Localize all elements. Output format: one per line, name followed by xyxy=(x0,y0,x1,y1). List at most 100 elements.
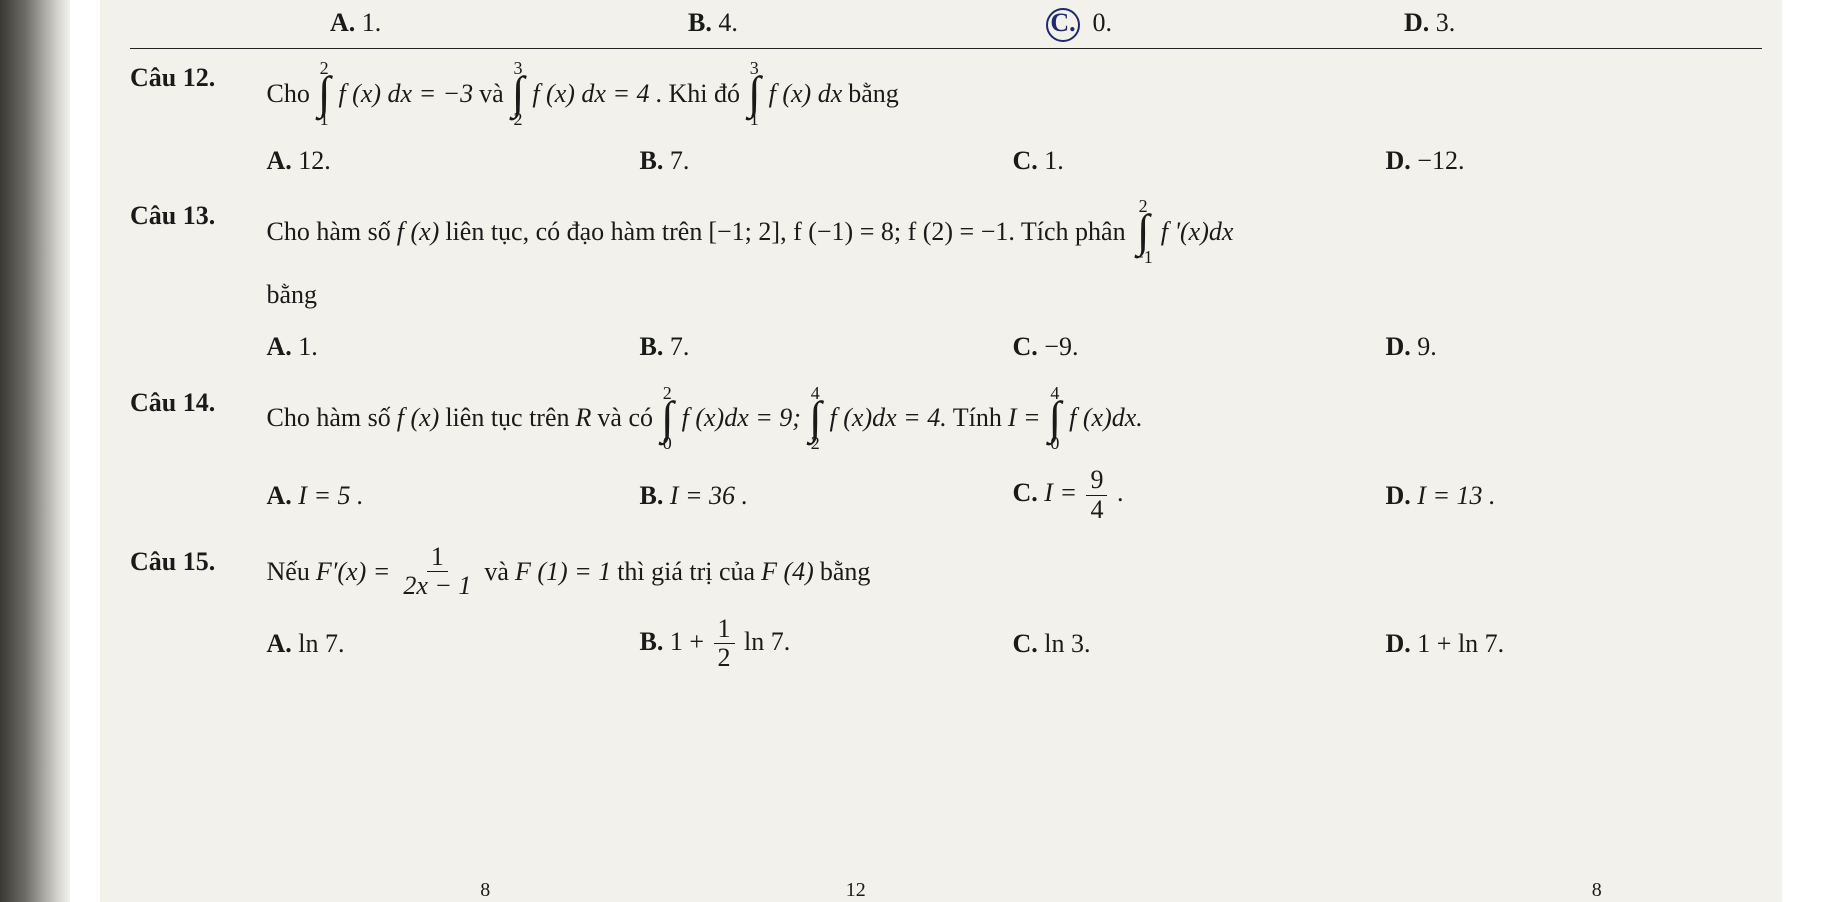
choice-letter: B. xyxy=(640,332,664,361)
integral-2: 3 ∫ 2 xyxy=(512,59,525,128)
top-choice-d: D. 3. xyxy=(1404,8,1762,42)
top-choice-c: C. 0. xyxy=(1046,8,1404,42)
paper-surface: A. 1. B. 4. C. 0. D. 3. Câu 12. Cho xyxy=(100,0,1782,902)
math-Fprime: F′(x) = xyxy=(316,553,390,591)
question-13: Câu 13. Cho hàm số f (x) liên tục, có đạ… xyxy=(130,197,1762,365)
choice-text: 7. xyxy=(670,332,690,361)
choice-text: 7. xyxy=(670,146,690,175)
choice-letter: B. xyxy=(640,481,664,510)
math-R: R xyxy=(576,399,592,437)
choice-prefix: I = xyxy=(1044,479,1077,508)
int-body: f (x)dx = 4. xyxy=(830,399,947,437)
choice-b: B. 7. xyxy=(640,328,1013,366)
choice-text: 0. xyxy=(1093,8,1113,37)
choice-b: B. 1 + 1 2 ln 7. xyxy=(640,615,1013,673)
text-line2: bằng xyxy=(267,276,1759,314)
integral-2: 4 ∫ 2 xyxy=(809,384,822,453)
question-body: Cho hàm số f (x) liên tục trên R và có 2… xyxy=(267,384,1759,525)
text: bằng xyxy=(848,75,899,113)
choice-a: A. 1. xyxy=(267,328,640,366)
int-lower: 2 xyxy=(811,434,820,452)
integral: 2 ∫ −1 xyxy=(1134,197,1153,266)
int-body: f (x) dx = 4 xyxy=(532,75,649,113)
integral-icon: ∫ xyxy=(748,75,761,112)
choice-prefix: 1 + xyxy=(670,627,704,656)
choice-d: D. −12. xyxy=(1386,142,1759,180)
frac-den: 2 xyxy=(714,644,735,673)
int-body: f (x)dx = 9; xyxy=(682,399,801,437)
int-lower: 0 xyxy=(1050,434,1059,452)
choice-a: A. I = 5 . xyxy=(267,477,640,515)
text: Cho hàm số xyxy=(267,399,391,437)
choice-c: C. ln 3. xyxy=(1013,625,1386,663)
integral-icon: ∫ xyxy=(1137,213,1150,250)
choice-text: −12. xyxy=(1417,146,1464,175)
integral-3: 3 ∫ 1 xyxy=(748,59,761,128)
text: liên tục, có đạo hàm trên xyxy=(445,213,702,251)
integral-1: 2 ∫ 0 xyxy=(661,384,674,453)
text: liên tục trên xyxy=(445,399,569,437)
frac-den: 2x − 1 xyxy=(399,572,475,601)
choices-row: A. I = 5 . B. I = 36 . C. I = 9 4 . D. I… xyxy=(267,466,1759,524)
choice-letter: C. xyxy=(1013,629,1038,658)
choice-suffix: . xyxy=(1117,479,1124,508)
int-body: f (x)dx. xyxy=(1069,399,1143,437)
choice-text: 1. xyxy=(298,332,318,361)
choice-text: ln 7. xyxy=(298,629,344,658)
integral-icon: ∫ xyxy=(318,75,331,112)
divider-line xyxy=(130,48,1762,49)
choice-letter: C. xyxy=(1013,146,1038,175)
scan-left-edge xyxy=(0,0,70,902)
question-body: Nếu F′(x) = 1 2x − 1 và F (1) = 1 thì gi… xyxy=(267,543,1759,673)
footer-num-2: 12 xyxy=(671,879,1042,902)
choice-letter: A. xyxy=(267,146,292,175)
choices-row: A. 12. B. 7. C. 1. D. −12. xyxy=(267,142,1759,180)
int-lower: 2 xyxy=(514,110,523,128)
text: Tích phân xyxy=(1021,213,1126,251)
top-choice-b: B. 4. xyxy=(688,8,1046,42)
question-12: Câu 12. Cho 2 ∫ 1 f (x) dx = −3 và 3 ∫ 2 xyxy=(130,59,1762,179)
choice-letter: A. xyxy=(267,332,292,361)
int-lower: 1 xyxy=(320,110,329,128)
int-lower: 0 xyxy=(663,434,672,452)
text: Tính xyxy=(953,399,1002,437)
question-label: Câu 13. xyxy=(130,197,260,235)
choice-letter: D. xyxy=(1386,146,1411,175)
math-fx: f (x) xyxy=(397,399,440,437)
choice-text: I = 36 . xyxy=(670,481,748,510)
choice-text: 4. xyxy=(718,8,738,37)
text: thì giá trị của xyxy=(617,553,755,591)
integral-icon: ∫ xyxy=(512,75,525,112)
choice-letter: B. xyxy=(640,146,664,175)
question-14: Câu 14. Cho hàm số f (x) liên tục trên R… xyxy=(130,384,1762,525)
math-fx: f (x) xyxy=(397,213,440,251)
page-root: A. 1. B. 4. C. 0. D. 3. Câu 12. Cho xyxy=(0,0,1822,902)
choice-letter: A. xyxy=(267,481,292,510)
integral-icon: ∫ xyxy=(809,400,822,437)
choice-b: B. 7. xyxy=(640,142,1013,180)
math-cond: F (1) = 1 xyxy=(515,553,611,591)
text: Cho xyxy=(267,75,310,113)
question-body: Cho 2 ∫ 1 f (x) dx = −3 và 3 ∫ 2 f (x) d… xyxy=(267,59,1759,179)
int-body: f '(x)dx xyxy=(1161,213,1234,251)
choices-row: A. 1. B. 7. C. −9. D. 9. xyxy=(267,328,1759,366)
text: Cho hàm số xyxy=(267,213,391,251)
math-interval: [−1; 2], f (−1) = 8; f (2) = −1. xyxy=(708,213,1015,251)
choice-suffix: ln 7. xyxy=(744,627,790,656)
choice-text: ln 3. xyxy=(1044,629,1090,658)
integral-icon: ∫ xyxy=(661,400,674,437)
choice-letter: D. xyxy=(1404,8,1429,37)
text: Nếu xyxy=(267,553,310,591)
math-F4: F (4) xyxy=(761,553,814,591)
frac-num: 9 xyxy=(1086,466,1107,496)
choice-d: D. 9. xyxy=(1386,328,1759,366)
choice-c: C. I = 9 4 . xyxy=(1013,466,1386,524)
choice-b: B. I = 36 . xyxy=(640,477,1013,515)
choice-letter: C. xyxy=(1013,332,1038,361)
choice-letter: D. xyxy=(1386,332,1411,361)
text: và xyxy=(484,553,509,591)
choice-text: 9. xyxy=(1417,332,1437,361)
int-lower: 1 xyxy=(750,110,759,128)
int-body: f (x) dx xyxy=(769,75,843,113)
integral-icon: ∫ xyxy=(1049,400,1062,437)
